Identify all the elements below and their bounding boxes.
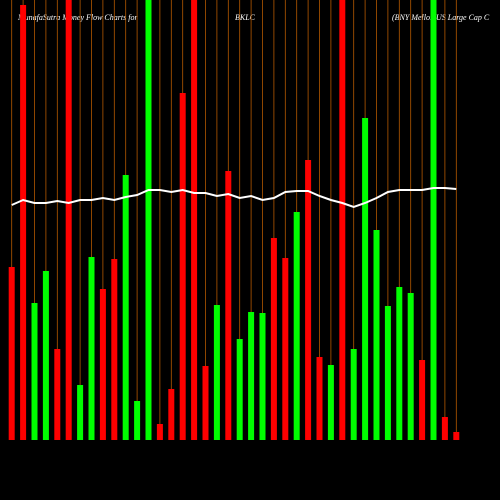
bar: [327, 365, 334, 440]
title-left: MunafaSutra Money Flow Charts for: [17, 13, 138, 22]
bar: [407, 293, 414, 440]
bar: [88, 257, 95, 440]
money-flow-line: [11, 187, 457, 209]
bar: [282, 258, 289, 440]
bar: [31, 303, 38, 440]
bar: [373, 230, 380, 440]
bar: [179, 93, 186, 440]
bar: [65, 0, 72, 440]
bar: [8, 267, 15, 440]
bar: [134, 401, 141, 440]
bar: [362, 118, 369, 440]
bar: [111, 259, 118, 440]
bar: [453, 432, 460, 440]
title-ticker: BKLC: [235, 13, 256, 22]
bar: [270, 238, 277, 440]
bar: [20, 5, 27, 440]
bar: [225, 171, 232, 440]
bar: [202, 366, 209, 440]
bar: [213, 305, 220, 440]
bar: [42, 271, 49, 440]
bar: [99, 289, 106, 440]
bar: [293, 212, 300, 440]
bar: [156, 424, 163, 440]
bar: [350, 349, 357, 440]
bar: [191, 0, 198, 440]
bar: [339, 0, 346, 440]
bar: [316, 357, 323, 440]
bar: [419, 360, 426, 440]
bar: [430, 0, 437, 440]
bar: [305, 160, 312, 440]
bar: [441, 417, 448, 440]
bar: [122, 175, 129, 440]
title-right: (BNY Mellon US Large Cap C: [392, 13, 490, 22]
bar: [248, 312, 255, 440]
bar: [145, 0, 152, 440]
bar: [54, 349, 61, 440]
bar: [168, 389, 175, 440]
bar: [236, 339, 243, 440]
bar: [384, 306, 391, 440]
bar: [396, 287, 403, 440]
bar: [259, 313, 266, 440]
bar: [77, 385, 84, 440]
